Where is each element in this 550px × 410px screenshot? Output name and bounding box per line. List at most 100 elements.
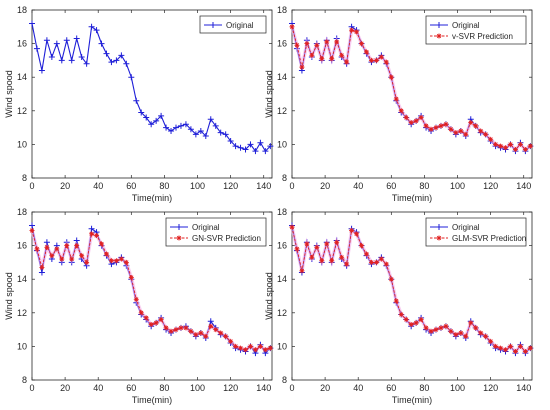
data-point: [364, 252, 369, 257]
data-point: [314, 245, 319, 250]
data-point: [379, 257, 384, 262]
x-tick-label: 80: [419, 181, 429, 191]
y-tick-label: 8: [22, 173, 27, 183]
x-tick-label: 120: [223, 181, 238, 191]
data-point: [253, 347, 258, 352]
data-point: [493, 142, 498, 147]
y-axis-label: Wind spood: [4, 70, 14, 118]
y-tick-label: 10: [17, 341, 27, 351]
data-point: [218, 330, 223, 335]
legend: OriginalGLM-SVR Prediction: [426, 218, 526, 246]
data-point: [458, 330, 463, 335]
data-point: [104, 252, 109, 257]
data-point: [324, 241, 329, 246]
data-point: [188, 329, 193, 334]
data-point: [290, 24, 295, 29]
x-tick-label: 100: [190, 181, 205, 191]
legend-marker: [437, 236, 442, 241]
data-point: [483, 132, 488, 137]
data-point: [443, 122, 448, 127]
x-axis-label: Time(min): [132, 395, 172, 405]
data-point: [409, 322, 414, 327]
x-tick-label: 120: [483, 383, 498, 393]
chart-panel-2: 0 20 40 60 80 100 120 140 8 10 12 14 16 18 Time(min) Wi…: [264, 5, 533, 203]
y-tick-label: 18: [277, 5, 287, 15]
y-tick-label: 12: [277, 106, 287, 116]
x-tick-label: 0: [29, 181, 34, 191]
x-tick-label: 120: [223, 383, 238, 393]
data-point: [44, 245, 49, 250]
y-tick-label: 10: [277, 341, 287, 351]
x-tick-label: 20: [60, 383, 70, 393]
data-point: [473, 325, 478, 330]
x-tick-label: 20: [60, 181, 70, 191]
data-point: [344, 262, 349, 267]
data-point: [294, 43, 299, 48]
y-tick-label: 14: [17, 72, 27, 82]
y-tick-label: 10: [277, 139, 287, 149]
data-point: [30, 228, 35, 233]
data-point: [119, 257, 124, 262]
data-point: [518, 344, 523, 349]
x-axis-label: Time(min): [392, 395, 432, 405]
data-point: [483, 334, 488, 339]
y-tick-label: 18: [17, 207, 27, 217]
data-point: [263, 347, 268, 352]
data-point: [389, 75, 394, 80]
data-point: [294, 246, 299, 251]
data-point: [344, 60, 349, 65]
data-point: [404, 115, 409, 120]
y-axis-label: Wind spood: [264, 272, 274, 320]
data-point: [488, 137, 493, 142]
data-point: [309, 53, 314, 58]
y-tick-label: 8: [282, 375, 287, 385]
data-point: [319, 258, 324, 263]
data-point: [79, 253, 84, 258]
data-point: [124, 260, 129, 265]
x-tick-label: 60: [126, 181, 136, 191]
data-point: [174, 327, 179, 332]
y-tick-label: 8: [282, 173, 287, 183]
x-tick-label: 0: [289, 383, 294, 393]
data-point: [94, 233, 99, 238]
data-point: [164, 325, 169, 330]
data-point: [154, 320, 159, 325]
x-tick-label: 140: [256, 181, 271, 191]
data-point: [203, 334, 208, 339]
legend: Originalv-SVR Prediction: [426, 16, 526, 44]
data-point: [208, 324, 213, 329]
data-point: [493, 344, 498, 349]
data-point: [299, 65, 304, 70]
data-point: [513, 349, 518, 354]
data-point: [169, 329, 174, 334]
x-tick-label: 100: [450, 181, 465, 191]
data-point: [319, 56, 324, 61]
y-tick-label: 10: [17, 139, 27, 149]
x-tick-label: 120: [483, 181, 498, 191]
data-point: [389, 277, 394, 282]
legend-label: GLM-SVR Prediction: [452, 234, 526, 243]
data-point: [109, 258, 114, 263]
data-point: [314, 43, 319, 48]
data-point: [99, 241, 104, 246]
x-tick-label: 80: [159, 181, 169, 191]
data-point: [183, 325, 188, 330]
data-point: [419, 317, 424, 322]
legend: Original: [200, 16, 266, 33]
data-point: [453, 332, 458, 337]
data-point: [74, 243, 79, 248]
data-point: [463, 132, 468, 137]
data-point: [64, 243, 69, 248]
data-point: [523, 147, 528, 152]
x-tick-label: 20: [320, 383, 330, 393]
data-point: [463, 334, 468, 339]
x-tick-label: 0: [29, 383, 34, 393]
data-point: [69, 257, 74, 262]
data-point: [329, 258, 334, 263]
data-point: [523, 349, 528, 354]
data-point: [468, 320, 473, 325]
plot-area-frame: [32, 10, 272, 178]
data-point: [243, 347, 248, 352]
data-point: [468, 120, 473, 125]
data-point: [448, 329, 453, 334]
